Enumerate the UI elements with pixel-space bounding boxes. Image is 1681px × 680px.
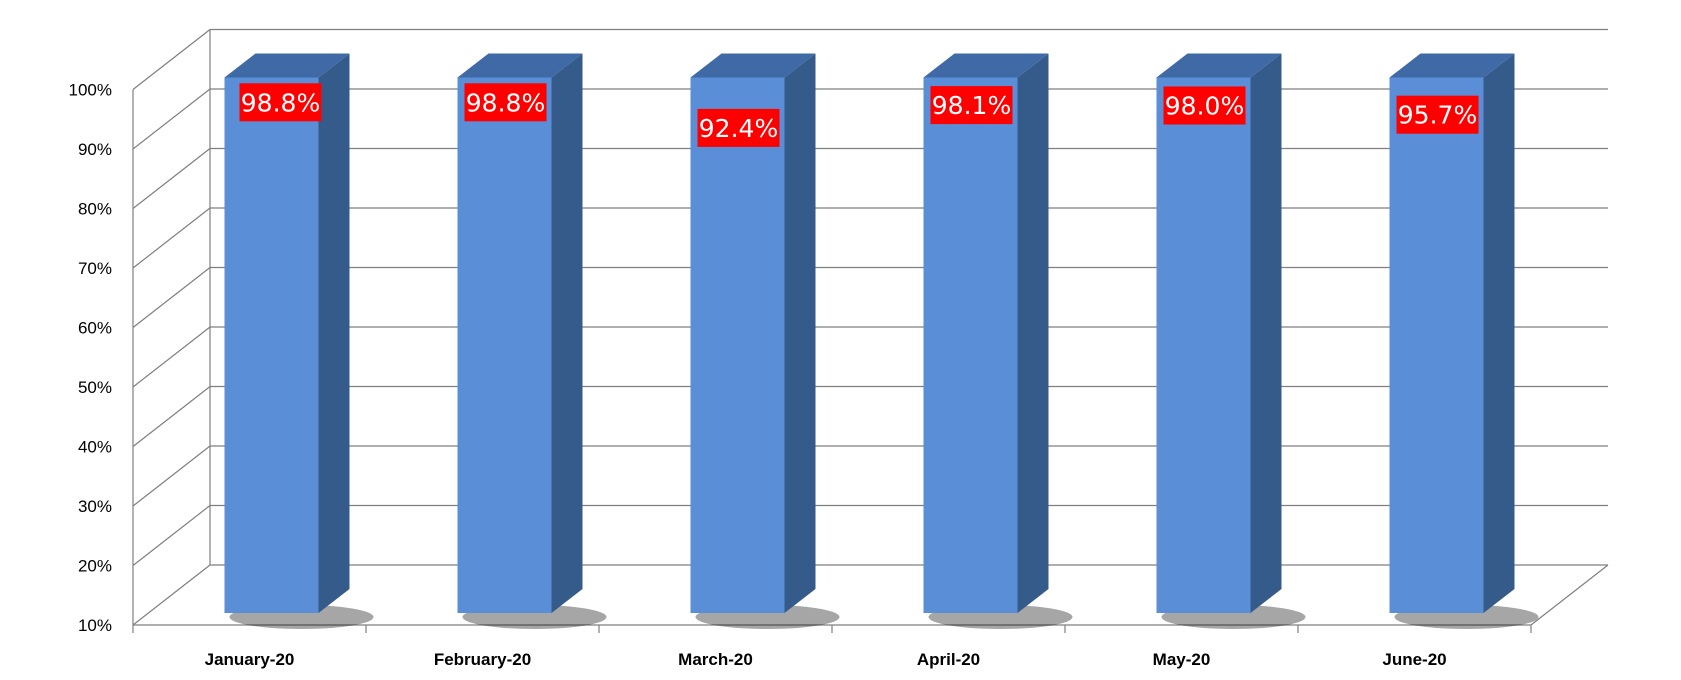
x-tick-label: January-20 [205,650,295,669]
bar-May-20 [1156,77,1251,613]
bar-March-20 [690,77,785,613]
y-tick-label: 40% [78,438,112,457]
data-label: 98.8% [466,88,545,117]
bar-side [784,53,816,613]
y-tick-label: 30% [78,497,112,516]
y-tick-label: 60% [78,319,112,338]
data-label: 98.0% [1165,92,1244,121]
data-label-bg [930,86,1013,125]
data-label-bg [239,83,322,122]
y-tick-label: 20% [78,557,112,576]
y-tick-label: 100% [69,81,112,100]
x-tick-label: May-20 [1153,650,1211,669]
gridline-wall-30 [132,445,211,507]
x-axis-ticks: January-20 February-20 March-20 April-20 May… [132,625,1532,669]
y-tick-label: 50% [78,378,112,397]
y-axis-ticks: 10% 20% 30% 40% 50% 60% 70% 80% 90% 100% [69,81,112,636]
data-label-bg [1396,95,1479,134]
bar-top [1389,53,1515,78]
y-tick-label: 90% [78,140,112,159]
bar-January-20 [224,77,319,613]
gridline-wall-90 [132,88,211,150]
x-tick-label: February-20 [434,650,531,669]
gridline-wall-10 [132,564,211,626]
bar-side [1483,53,1515,613]
bar-top [690,53,816,78]
gridline-wall-40 [132,386,211,447]
y-tick-label: 70% [78,259,112,278]
bar-top [1156,53,1282,78]
bar-side [1250,53,1282,613]
data-label-bg [697,108,780,147]
bar-side [318,53,350,613]
gridline-wall-50 [132,326,211,388]
x-tick-label: June-20 [1382,650,1446,669]
data-label-bg [464,83,547,122]
floor-right-edge [1530,564,1609,626]
gridlines [132,28,1609,626]
bar-top [224,53,350,78]
bar-April-20 [923,77,1018,613]
gridline-wall-80 [132,148,211,209]
bar-top [923,53,1049,78]
x-tick-label: April-20 [917,650,980,669]
data-label-bg [1163,86,1246,125]
y-tick-label: 80% [78,200,112,219]
bar-side [1017,53,1049,613]
gridline-wall-70 [132,207,211,269]
x-tick-label: March-20 [678,650,753,669]
bar-February-20 [457,77,552,613]
data-label: 98.8% [241,88,320,117]
gridline-wall-100 [132,29,211,90]
data-labels: 98.8% 98.8% 92.4% 98.1% 98.0% 95.7% [239,83,1479,147]
data-label: 98.1% [932,91,1011,120]
y-tick-label: 10% [78,616,112,635]
bar-top [457,53,583,78]
bar-June-20 [1389,77,1484,613]
data-label: 95.7% [1398,101,1477,130]
gridline-wall-60 [132,267,211,328]
bar-side [551,53,583,613]
data-label: 92.4% [699,114,778,143]
gridline-wall-20 [132,505,211,566]
bars [224,53,1539,629]
